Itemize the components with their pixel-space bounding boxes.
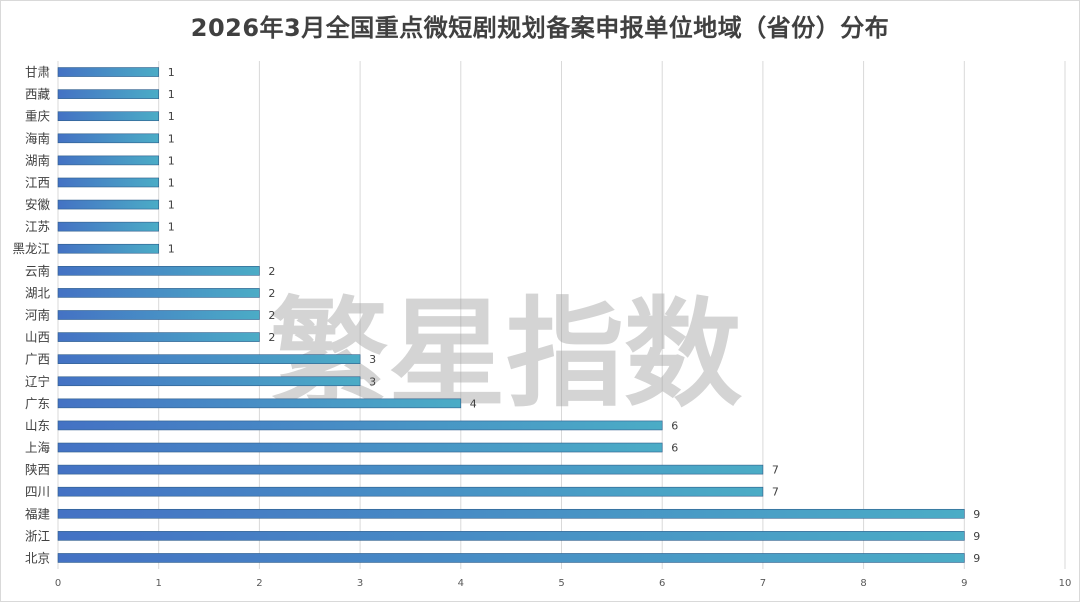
bar — [57, 310, 260, 320]
category-label: 黑龙江 — [12, 241, 50, 256]
category-label: 福建 — [25, 506, 51, 521]
data-label: 2 — [268, 309, 275, 322]
bar — [57, 508, 965, 519]
data-label: 6 — [671, 442, 678, 455]
data-label: 9 — [973, 552, 980, 565]
category-label: 安徽 — [25, 197, 51, 212]
category-label: 四川 — [25, 484, 50, 499]
data-label: 7 — [772, 486, 779, 499]
category-label: 江西 — [25, 175, 50, 190]
category-label: 辽宁 — [25, 374, 50, 389]
data-label: 3 — [369, 353, 376, 366]
data-label: 1 — [168, 66, 175, 79]
data-label: 1 — [168, 243, 175, 256]
category-label: 陕西 — [25, 462, 50, 477]
data-label: 1 — [168, 199, 175, 212]
labels: 0 1 2 3 4 5 6 7 8 9 10 甘肃 1 西藏 1 重庆 1 海南 1 湖南 1 江西 1 安徽 1 江苏 1 黑龙江 1… — [12, 65, 1071, 589]
x-tick-label: 5 — [558, 578, 564, 589]
bar — [57, 442, 663, 453]
data-label: 2 — [268, 287, 275, 300]
bar — [57, 133, 159, 144]
category-label: 上海 — [25, 440, 51, 455]
category-label: 湖北 — [25, 285, 51, 300]
data-label: 9 — [973, 508, 980, 521]
category-label: 北京 — [25, 550, 50, 565]
data-label: 2 — [268, 265, 275, 278]
category-label: 甘肃 — [25, 65, 50, 80]
category-label: 江苏 — [25, 219, 50, 234]
bar — [57, 464, 764, 475]
category-label: 海南 — [25, 131, 50, 146]
data-label: 1 — [168, 176, 175, 189]
bar — [57, 177, 159, 188]
data-label: 6 — [671, 419, 678, 432]
category-label: 山东 — [25, 418, 50, 433]
category-label: 云南 — [25, 263, 50, 278]
bar — [57, 67, 159, 77]
x-tick-label: 6 — [659, 578, 665, 589]
category-label: 河南 — [25, 308, 50, 323]
bar — [57, 398, 462, 409]
bar — [57, 111, 159, 122]
x-tick-label: 9 — [961, 578, 967, 589]
bar — [57, 486, 764, 497]
bar — [57, 199, 159, 210]
bar — [57, 89, 159, 99]
bar — [57, 376, 361, 387]
bar — [57, 354, 361, 364]
x-tick-label: 8 — [860, 578, 866, 589]
category-label: 山西 — [25, 330, 50, 345]
bar — [57, 553, 965, 563]
data-label: 1 — [168, 132, 175, 145]
data-label: 1 — [168, 110, 175, 123]
category-label: 浙江 — [25, 528, 50, 543]
bar — [57, 221, 159, 232]
bars — [57, 67, 965, 563]
data-label: 7 — [772, 464, 779, 477]
x-tick-label: 0 — [55, 578, 61, 589]
bar — [57, 155, 159, 166]
bar — [57, 332, 260, 342]
bar — [57, 266, 260, 276]
bar — [57, 243, 159, 254]
x-tick-label: 4 — [458, 578, 464, 589]
data-label: 4 — [470, 397, 477, 410]
data-label: 1 — [168, 221, 175, 234]
x-tick-label: 7 — [760, 578, 766, 589]
x-tick-label: 2 — [256, 578, 262, 589]
x-tick-label: 1 — [156, 578, 162, 589]
data-label: 2 — [268, 331, 275, 344]
category-label: 广东 — [25, 396, 50, 411]
x-tick-label: 10 — [1059, 578, 1072, 589]
category-label: 湖南 — [25, 153, 50, 168]
data-label: 1 — [168, 88, 175, 101]
data-label: 1 — [168, 154, 175, 167]
category-label: 重庆 — [25, 109, 51, 124]
chart-title: 2026年3月全国重点微短剧规划备案申报单位地域（省份）分布 — [190, 14, 890, 42]
data-label: 3 — [369, 375, 376, 388]
bar — [57, 531, 965, 541]
x-tick-label: 3 — [357, 578, 363, 589]
bar — [57, 420, 663, 431]
bar — [57, 288, 260, 298]
category-label: 广西 — [25, 352, 50, 367]
gridlines — [57, 61, 1066, 569]
category-label: 西藏 — [25, 87, 51, 102]
data-label: 9 — [973, 530, 980, 543]
